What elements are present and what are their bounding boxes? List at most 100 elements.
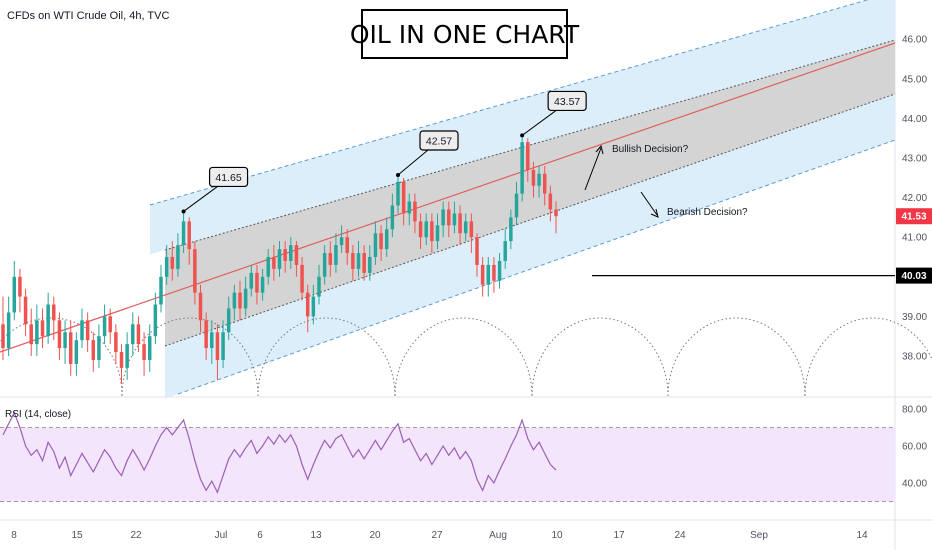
time-tick-label: 6 (257, 530, 263, 541)
candle-body (125, 344, 129, 368)
cycle-arc (0, 317, 123, 397)
candle-body (260, 276, 265, 293)
price-tick-label: 39.00 (902, 312, 927, 323)
channel-outer-upper-zone (150, 0, 895, 255)
candle-body (373, 233, 378, 257)
candle-body (277, 249, 282, 269)
current-price-tag (896, 208, 932, 225)
candle-body (503, 241, 507, 261)
rsi-band (0, 427, 895, 502)
candle-body (384, 229, 389, 250)
candle-body (328, 253, 333, 265)
time-tick-label: 27 (431, 530, 443, 541)
candle-body (68, 332, 73, 364)
callout-box (547, 90, 587, 112)
regression-mid-line (0, 42, 896, 353)
channel-inner-zone (165, 40, 895, 346)
bullish-arrow (584, 147, 602, 191)
channel-bottom-dashed (177, 139, 896, 395)
time-tick-label: Jul (215, 530, 228, 541)
candle-body (407, 201, 412, 214)
time-tick-label: 14 (856, 530, 868, 541)
candle-body (18, 276, 22, 297)
candle-body (170, 257, 175, 269)
candle-body (91, 340, 96, 360)
rsi-line (2, 411, 557, 494)
candle-body (249, 272, 254, 289)
callout-leader (521, 110, 557, 136)
rsi-tick-label: 60.00 (902, 442, 927, 453)
candle-body (12, 276, 17, 313)
price-tick-label: 41.00 (902, 233, 927, 244)
candle-body (57, 320, 62, 349)
candle-body (243, 288, 248, 309)
candle-body (289, 245, 293, 261)
candle-body (514, 193, 519, 218)
candle-body (119, 352, 124, 368)
candle-body (520, 142, 524, 194)
price-tick-label: 38.00 (902, 352, 927, 363)
callout-anchor (396, 173, 400, 178)
candle-body (80, 320, 84, 341)
candle-body (108, 316, 112, 333)
candle-body (266, 257, 270, 277)
candle-body (441, 209, 445, 226)
candle-body (181, 221, 186, 246)
candle-body (480, 264, 485, 285)
candle-body (164, 257, 169, 277)
candle-body (272, 257, 276, 269)
candle-body (187, 221, 191, 250)
candle-body (215, 332, 220, 360)
candle-body (334, 245, 338, 265)
candle-body (300, 264, 304, 293)
candle-body (85, 320, 90, 341)
candle-body (23, 296, 28, 325)
candle-body (204, 320, 208, 349)
candle-body (458, 213, 462, 234)
channel-inner-top-dotted (164, 39, 896, 251)
bearish-annotation: Bearish Decision? (667, 207, 748, 218)
bullish-arrowhead (595, 144, 604, 155)
candle-body (317, 276, 321, 297)
candle-body (74, 340, 79, 364)
candle-body (345, 237, 349, 254)
candle-body (159, 276, 163, 305)
candle-body (435, 225, 440, 242)
chart-title: OIL IN ONE CHART (350, 20, 580, 49)
candle-body (46, 304, 50, 337)
candle-body (153, 304, 158, 337)
candle-body (447, 209, 451, 226)
candle-body (339, 237, 344, 246)
title-box (361, 9, 568, 59)
candle-body (401, 181, 406, 214)
time-tick-label: 22 (130, 530, 142, 541)
candle-body (486, 264, 491, 285)
candle-body (136, 324, 141, 345)
candle-body (379, 233, 383, 250)
candle-body (1, 324, 5, 349)
channel-outer-lower-zone (165, 94, 895, 399)
time-tick-label: 20 (369, 530, 381, 541)
candle-body (176, 245, 180, 269)
candle-body (102, 316, 107, 337)
candle-body (198, 292, 203, 321)
callout-leader (397, 149, 429, 176)
candle-body (554, 209, 558, 217)
rsi-tick-label: 40.00 (902, 479, 927, 490)
price-tick-label: 42.00 (902, 193, 927, 204)
candle-body (147, 336, 152, 360)
candle-body (526, 142, 530, 170)
candle-body (497, 260, 502, 281)
candle-body (509, 217, 513, 242)
candle-body (537, 173, 541, 186)
candle-body (193, 249, 197, 293)
candle-body (452, 213, 457, 226)
candle-body (390, 205, 395, 230)
price-tick-label: 46.00 (902, 35, 927, 46)
rsi-label: RSI (14, close) (5, 409, 71, 420)
candle-body (311, 296, 316, 317)
candle-body (424, 221, 428, 238)
callout-value: 42.57 (426, 136, 452, 148)
candle-body (40, 320, 45, 337)
